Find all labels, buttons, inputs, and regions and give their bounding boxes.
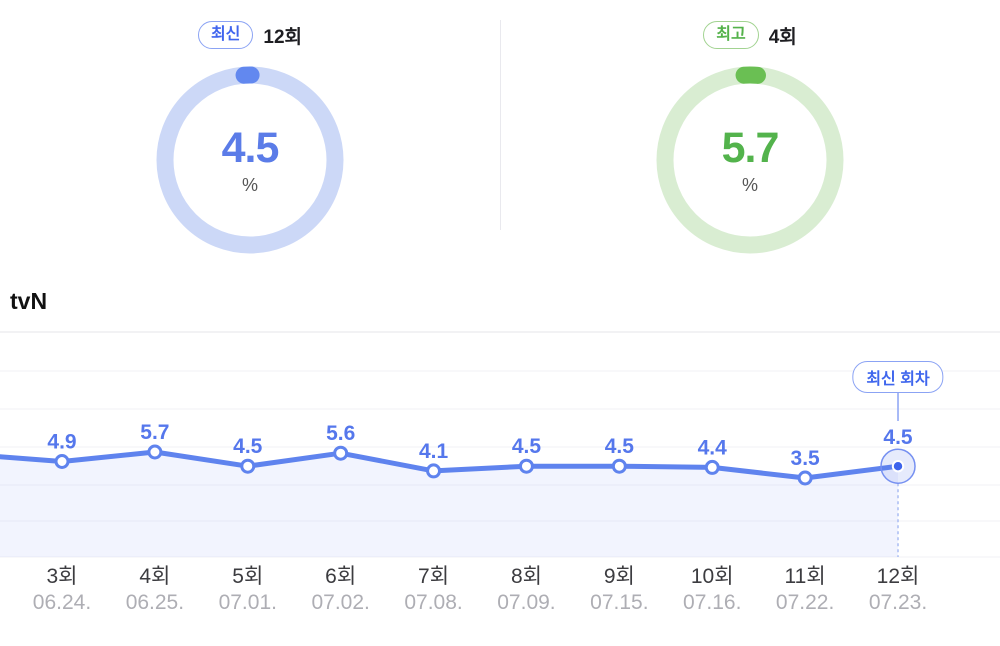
latest-episode-number: 12회 <box>263 26 303 48</box>
best-badge-row: 최고 4회 <box>703 20 797 50</box>
date-label: 06.24. <box>33 591 91 614</box>
data-point[interactable] <box>147 444 163 460</box>
latest-gauge-center: 4.5 % <box>156 66 344 254</box>
area-fill <box>0 452 899 557</box>
latest-label-badge: 최신 <box>197 21 254 49</box>
data-point[interactable] <box>426 463 442 479</box>
latest-badge-row: 최신 12회 <box>197 20 303 50</box>
best-gauge-center: 5.7 % <box>656 66 844 254</box>
best-gauge-svg <box>656 66 844 254</box>
value-label: 4.5 <box>233 435 263 458</box>
date-label: 07.02. <box>311 591 369 614</box>
date-label: 07.08. <box>404 591 462 614</box>
episode-label[interactable]: 12회 <box>877 565 920 588</box>
latest-rating-panel: 최신 12회 4.5 % <box>0 20 500 272</box>
best-rating-unit: % <box>741 175 758 195</box>
date-label: 07.09. <box>497 591 555 614</box>
value-label: 4.9 <box>47 431 76 454</box>
channel-name: tvN <box>10 288 48 314</box>
data-point[interactable] <box>333 445 349 461</box>
episode-label[interactable]: 7회 <box>418 565 449 588</box>
episode-label[interactable]: 5회 <box>232 565 263 588</box>
value-label: 3.5 <box>791 447 821 470</box>
best-rating-value: 5.7 <box>721 124 780 172</box>
latest-episode-badge-label: 최신 회차 <box>866 371 930 388</box>
value-label: 5.7 <box>140 421 169 444</box>
latest-episode-badge: 최신 회차 <box>852 361 944 393</box>
best-rating-panel: 최고 4회 5.7 % <box>500 20 1000 272</box>
value-label: 4.1 <box>419 440 449 463</box>
data-point[interactable] <box>797 470 813 486</box>
episode-label[interactable]: 6회 <box>325 565 356 588</box>
value-label: 5.6 <box>326 422 355 445</box>
latest-rating-value: 4.5 <box>221 124 280 172</box>
episode-label[interactable]: 10회 <box>691 565 734 588</box>
value-label: 4.4 <box>698 436 728 459</box>
best-label-badge: 최고 <box>703 21 759 49</box>
date-label: 07.22. <box>776 591 834 614</box>
gauge-progress-arc <box>656 66 844 254</box>
data-point[interactable] <box>518 458 534 474</box>
best-rating-gauge: 5.7 % <box>656 66 844 254</box>
date-label: 07.01. <box>219 591 277 614</box>
value-label: 4.5 <box>883 426 913 449</box>
episode-label[interactable]: 9회 <box>604 565 635 588</box>
episode-label[interactable]: 3회 <box>47 565 78 588</box>
date-label: 07.15. <box>590 591 648 614</box>
episode-label[interactable]: 11회 <box>785 565 826 588</box>
ratings-line-chart: 4.9 5.7 4.5 5.6 4.1 4.5 4.5 4.4 3.5 4.5 3회 06.24. 4회… <box>0 331 1000 614</box>
data-point[interactable] <box>704 459 720 475</box>
episode-label[interactable]: 8회 <box>511 565 542 588</box>
best-episode-number: 4회 <box>768 26 797 48</box>
latest-gauge-svg <box>156 66 344 254</box>
latest-rating-unit: % <box>241 175 258 195</box>
data-point[interactable] <box>240 458 256 474</box>
latest-data-point[interactable] <box>891 460 905 473</box>
episode-label[interactable]: 4회 <box>139 565 170 588</box>
vertical-divider <box>500 20 501 230</box>
data-point[interactable] <box>54 454 70 469</box>
latest-rating-gauge: 4.5 % <box>156 66 344 254</box>
value-label: 4.5 <box>605 435 635 458</box>
date-label: 07.16. <box>683 591 741 614</box>
date-label: 06.25. <box>126 591 184 614</box>
ratings-summary-section: 최신 12회 4.5 % 최고 4회 5.7 % <box>0 0 1000 272</box>
value-label: 4.5 <box>512 435 542 458</box>
gauge-progress-arc <box>156 66 344 254</box>
data-point[interactable] <box>611 458 627 474</box>
date-label: 07.23. <box>869 591 927 614</box>
